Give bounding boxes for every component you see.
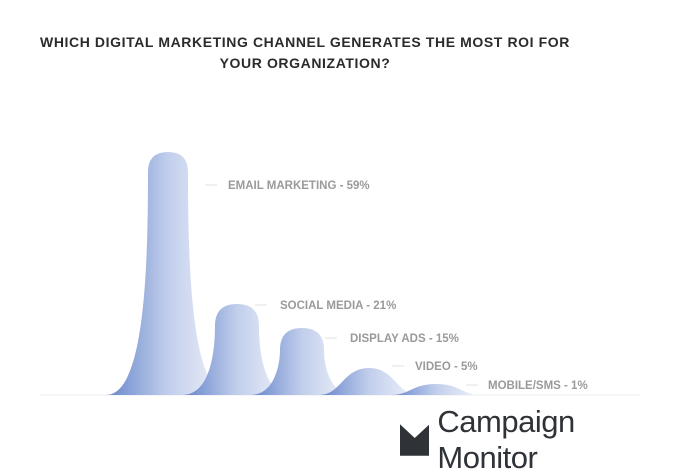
bump-display-ads bbox=[250, 328, 354, 395]
logo-icon bbox=[400, 424, 430, 456]
bump-video bbox=[319, 368, 419, 395]
data-label: MOBILE/SMS - 1% bbox=[488, 380, 588, 392]
bump-social-media bbox=[182, 304, 292, 395]
bump-mobile-sms bbox=[391, 384, 481, 395]
data-label: SOCIAL MEDIA - 21% bbox=[280, 300, 396, 312]
chart: EMAIL MARKETING - 59% SOCIAL MEDIA - 21% D… bbox=[40, 152, 640, 396]
bump-email-marketing bbox=[106, 152, 230, 395]
logo-text: Campaign Monitor bbox=[437, 404, 575, 475]
chart-title: WHICH DIGITAL MARKETING CHANNEL GENERATE… bbox=[40, 34, 570, 71]
campaign-monitor-logo: Campaign Monitor bbox=[400, 404, 678, 476]
data-label: VIDEO - 5% bbox=[415, 361, 478, 373]
data-label: DISPLAY ADS - 15% bbox=[350, 333, 459, 345]
data-label: EMAIL MARKETING - 59% bbox=[228, 180, 370, 192]
